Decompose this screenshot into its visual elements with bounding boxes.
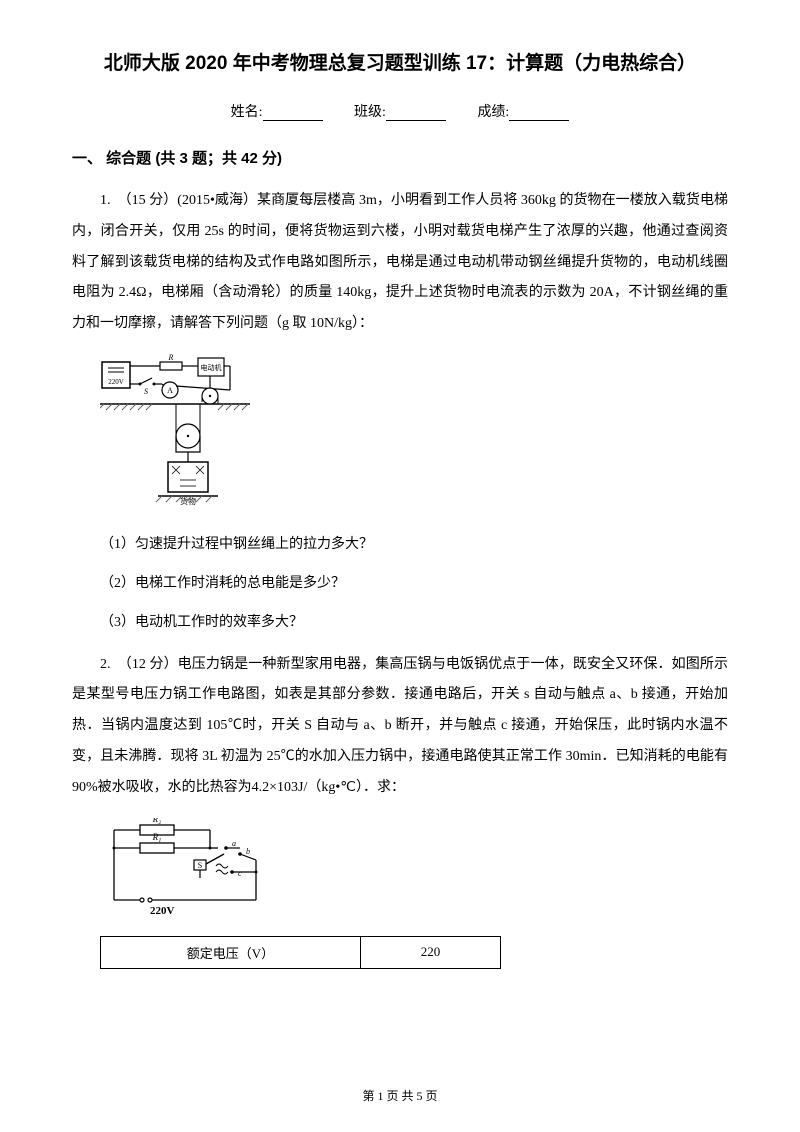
svg-text:S: S — [144, 387, 148, 396]
svg-text:货物: 货物 — [180, 496, 196, 506]
spec-value: 220 — [361, 936, 501, 968]
question-2-text: 2. （12 分）电压力锅是一种新型家用电器，集高压锅与电饭锅优点于一体，既安全… — [72, 650, 728, 804]
svg-text:电动机: 电动机 — [201, 363, 222, 372]
question-1-sub3: （3）电动机工作时的效率多大？ — [100, 610, 728, 635]
score-blank — [509, 107, 569, 121]
svg-text:R: R — [168, 354, 174, 362]
page-title: 北师大版 2020 年中考物理总复习题型训练 17：计算题（力电热综合） — [72, 48, 728, 75]
question-2-figure: 220V R₂ R₁ S a b c — [100, 818, 728, 918]
question-1-sub1: （1）匀速提升过程中钢丝绳上的拉力多大？ — [100, 532, 728, 557]
svg-text:220V: 220V — [108, 378, 124, 386]
class-blank — [386, 107, 446, 121]
svg-text:b: b — [246, 847, 250, 856]
name-blank — [263, 107, 323, 121]
spec-label: 额定电压（V） — [101, 936, 361, 968]
table-row: 额定电压（V） 220 — [101, 936, 501, 968]
question-1-text: 1. （15 分）(2015•威海）某商厦每层楼高 3m，小明看到工作人员将 3… — [72, 186, 728, 340]
student-info-line: 姓名: 班级: 成绩: — [72, 101, 728, 121]
class-label: 班级: — [354, 105, 386, 120]
question-1-figure: 220V R 电动机 S A — [100, 354, 728, 514]
page-footer: 第 1 页 共 5 页 — [0, 1087, 800, 1104]
svg-text:c: c — [238, 869, 242, 878]
question-1-sub2: （2）电梯工作时消耗的总电能是多少？ — [100, 571, 728, 596]
section-header: 一、 综合题 (共 3 题；共 42 分) — [72, 147, 728, 168]
name-label: 姓名: — [231, 105, 263, 120]
svg-text:A: A — [167, 386, 173, 395]
score-label: 成绩: — [477, 105, 509, 120]
svg-text:R₂: R₂ — [152, 818, 162, 824]
svg-text:R₁: R₁ — [152, 832, 162, 842]
svg-text:220V: 220V — [150, 905, 175, 917]
spec-table: 额定电压（V） 220 — [100, 936, 501, 969]
svg-text:a: a — [232, 839, 236, 848]
svg-text:S: S — [198, 861, 202, 870]
